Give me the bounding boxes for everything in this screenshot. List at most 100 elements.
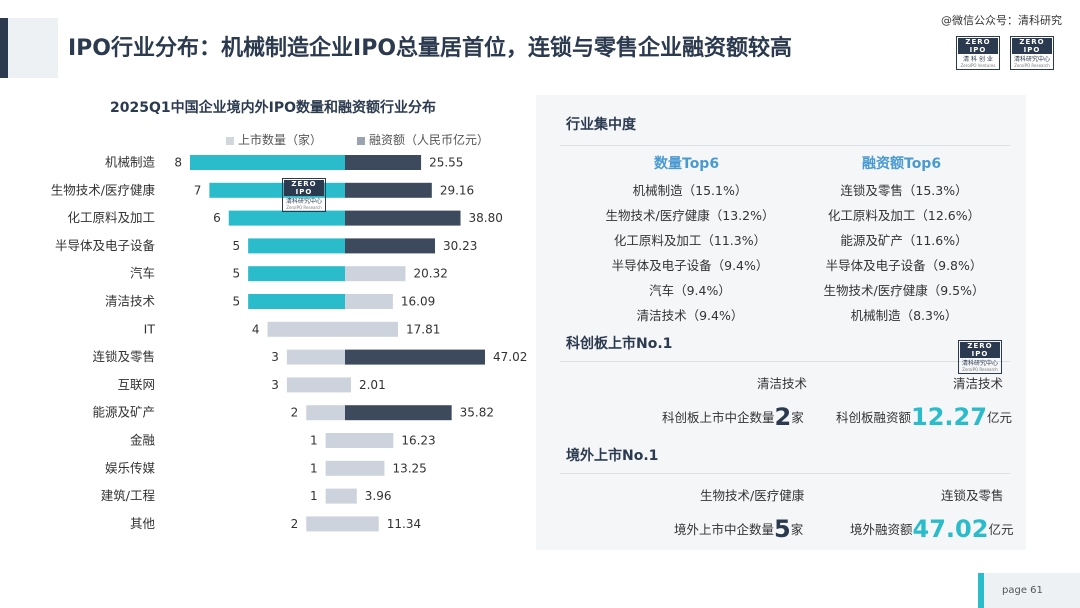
category-label: 金融: [130, 433, 156, 448]
category-label: 汽车: [130, 266, 155, 281]
separator: [560, 145, 1010, 146]
logo-small: ZeroIPO Research: [1014, 63, 1050, 68]
amount-bar: [345, 182, 432, 198]
amount-bar: [345, 460, 385, 476]
star-count-suffix: 家: [791, 410, 804, 425]
amount-top6-title: 融资额Top6: [862, 156, 942, 172]
top6-item: 半导体及电子设备（9.8%）: [825, 258, 983, 273]
category-label: 生物技术/医疗健康: [51, 182, 156, 197]
chart-watermark-logo: ZERO IPO 清科研究中心 ZeroIPO Research: [282, 178, 326, 212]
logo-small: ZeroIPO Research: [286, 205, 322, 210]
title-accent: [0, 18, 8, 78]
star-count-value: 2: [774, 403, 792, 431]
amount-label: 16.23: [401, 434, 435, 448]
count-label: 5: [232, 295, 240, 309]
amount-bar: [345, 266, 406, 282]
legend-swatch: [357, 136, 365, 145]
top6-item: 生物技术/医疗健康（9.5%）: [823, 283, 985, 298]
separator: [560, 473, 1010, 474]
count-label: 1: [310, 461, 318, 475]
category-label: 机械制造: [105, 155, 156, 170]
logo-zeroipo-ventures: ZERO IPO 清 科 创 业 ZeroIPO Ventures: [956, 36, 1000, 70]
count-bar: [248, 266, 345, 282]
star-amount-prefix: 科创板融资额: [836, 410, 912, 425]
top6-item: 汽车（9.4%）: [649, 283, 731, 298]
star-amount-value: 12.27: [911, 403, 987, 431]
logo-top: ZERO IPO: [1012, 38, 1052, 54]
count-label: 1: [310, 434, 318, 448]
overseas-count-prefix: 境外上市中企数量: [674, 522, 775, 537]
count-bar: [325, 488, 345, 504]
count-label: 8: [174, 156, 182, 170]
category-label: IT: [144, 321, 156, 336]
amount-bar: [345, 349, 485, 365]
count-label: 2: [291, 517, 299, 531]
amount-label: 25.55: [429, 156, 463, 170]
amount-bar: [345, 516, 379, 532]
count-top6-title: 数量Top6: [654, 156, 720, 172]
count-bar: [325, 460, 345, 476]
amount-label: 38.80: [469, 211, 503, 225]
overseas-count-value: 5: [774, 515, 791, 543]
category-label: 半导体及电子设备: [55, 238, 156, 253]
overseas-left-industry: 生物技术/医疗健康: [700, 488, 805, 503]
overseas-amount-prefix: 境外融资额: [850, 522, 913, 537]
amount-label: 16.09: [401, 295, 435, 309]
bar-chart: 机械制造 8 25.55 生物技术/医疗健康 7 29.16 化工原料及加工 6 38.80 半导…: [51, 155, 527, 532]
amount-label: 30.23: [443, 239, 477, 253]
category-label: 清洁技术: [105, 294, 156, 309]
amount-label: 29.16: [440, 183, 474, 197]
legend-label: 融资额（人民币亿元）: [369, 133, 490, 147]
amount-label: 35.82: [460, 406, 494, 420]
count-label: 5: [232, 267, 240, 281]
top6-item: 清洁技术（9.4%）: [636, 308, 744, 323]
count-bar: [248, 238, 345, 254]
overseas-amount: 境外融资额47.02亿元: [850, 515, 1013, 543]
star-right-industry: 清洁技术: [953, 376, 1004, 391]
amount-label: 17.81: [406, 322, 440, 336]
amount-label: 20.32: [414, 267, 448, 281]
logo-bottom: 清科研究中心: [285, 198, 322, 205]
category-label: 连锁及零售: [92, 349, 155, 364]
count-bar: [306, 405, 345, 421]
overseas-count: 境外上市中企数量5家: [674, 515, 803, 543]
amount-bar: [345, 294, 393, 309]
separator: [560, 361, 1010, 362]
watermark: @微信公众号：清科研究: [941, 14, 1062, 27]
category-label: 能源及矿产: [92, 405, 155, 420]
info-panel: [536, 95, 1026, 550]
amount-label: 47.02: [493, 350, 527, 364]
logo-small: ZeroIPO Research: [962, 367, 998, 372]
amount-bar: [345, 433, 394, 448]
top6-item: 半导体及电子设备（9.4%）: [611, 258, 769, 273]
legend-count: 上市数量（家）: [226, 131, 322, 148]
logo-top: ZERO IPO: [960, 342, 1000, 358]
concentration-heading: 行业集中度: [566, 117, 636, 133]
overseas-amount-suffix: 亿元: [988, 522, 1014, 537]
top6-item: 机械制造（15.1%）: [632, 183, 748, 198]
legend-label: 上市数量（家）: [238, 133, 323, 147]
title-bar-bg: [0, 18, 58, 78]
page-number: page 61: [1002, 585, 1043, 596]
amount-label: 11.34: [387, 517, 421, 531]
top6-item: 化工原料及加工（12.6%）: [827, 208, 981, 223]
amount-bar: [345, 377, 351, 393]
amount-bar: [345, 405, 452, 421]
page-title: IPO行业分布：机械制造企业IPO总量居首位，连锁与零售企业融资额较高: [68, 36, 793, 61]
count-bar: [190, 155, 345, 170]
logo-bottom: 清科研究中心: [1013, 56, 1050, 63]
legend-swatch: [226, 136, 234, 145]
count-label: 5: [232, 239, 240, 253]
count-label: 6: [213, 211, 221, 225]
category-label: 建筑/工程: [101, 488, 156, 503]
overseas-amount-value: 47.02: [912, 515, 989, 543]
overseas-heading: 境外上市No.1: [566, 448, 659, 464]
amount-bar: [345, 238, 436, 254]
amount-bar: [345, 155, 422, 170]
top6-item: 连锁及零售（15.3%）: [840, 183, 968, 198]
count-bar: [306, 516, 345, 532]
star-market-heading: 科创板上市No.1: [566, 336, 673, 352]
category-label: 其他: [130, 516, 156, 531]
logo-bottom: 清科研究中心: [961, 360, 998, 367]
amount-bar: [345, 321, 399, 337]
